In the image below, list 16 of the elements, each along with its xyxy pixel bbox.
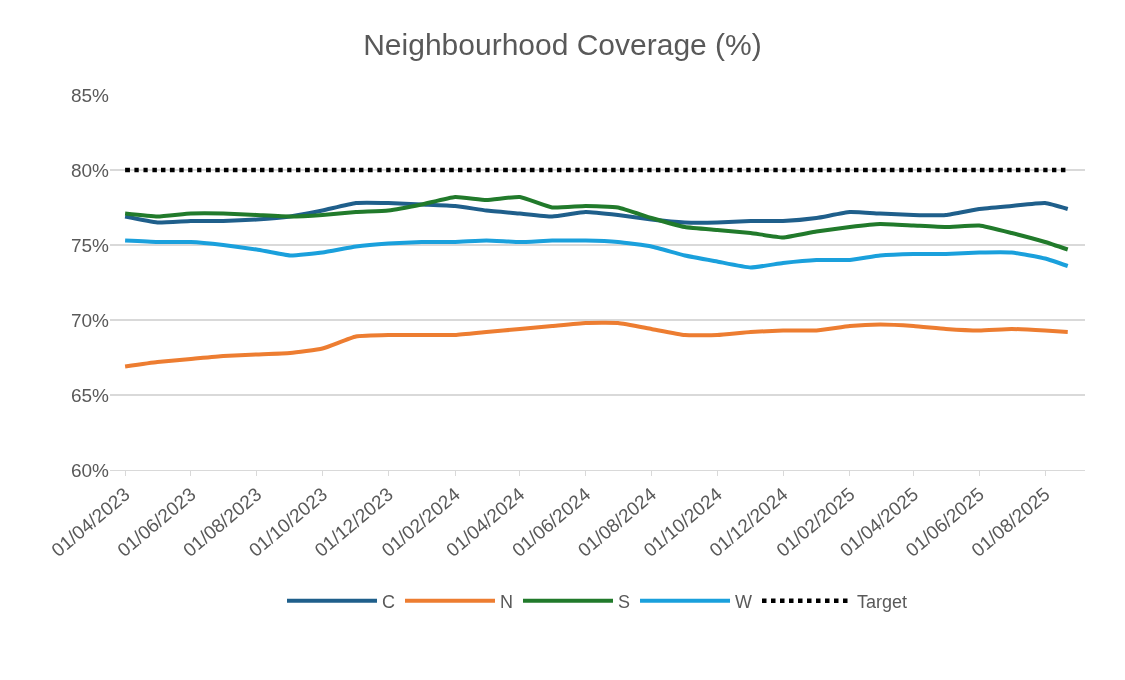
chart-title: Neighbourhood Coverage (%) (363, 28, 762, 61)
legend-label: N (500, 591, 513, 612)
line-series (123, 200, 1070, 225)
y-tick-label: 70% (70, 309, 110, 331)
y-tick-label: 65% (70, 384, 110, 406)
line-series (123, 238, 1070, 270)
line-series (123, 195, 1070, 252)
y-tick-label: 60% (70, 459, 110, 481)
legend-label: S (618, 591, 631, 612)
y-tick-label: 80% (70, 159, 110, 181)
legend-label: Target (857, 591, 908, 612)
legend-label: W (735, 591, 753, 612)
line-series (123, 320, 1070, 369)
y-tick-label: 85% (70, 84, 110, 106)
y-tick-label: 75% (70, 234, 110, 256)
legend-label: C (382, 591, 395, 612)
